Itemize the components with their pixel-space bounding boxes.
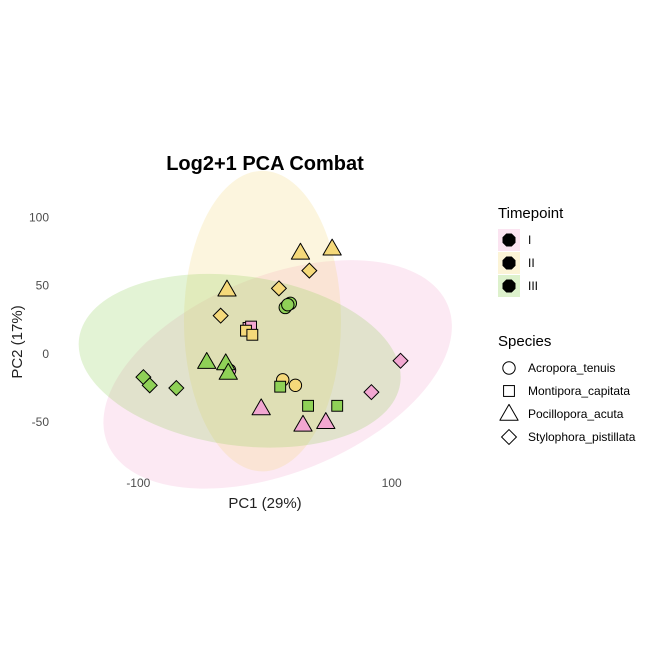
legend-key-I <box>502 233 516 247</box>
legend-label-I: I <box>528 233 531 247</box>
legend-shape-triangle-icon <box>499 403 519 421</box>
data-point-17 <box>197 351 217 369</box>
legend-label-species: Acropora_tenuis <box>528 361 615 375</box>
data-point-22 <box>316 412 336 429</box>
x-tick-label: 100 <box>382 476 402 490</box>
data-point-19 <box>218 362 238 380</box>
legend-label-II: II <box>528 256 535 270</box>
legend-label-III: III <box>528 279 538 293</box>
data-point-16 <box>217 279 237 297</box>
data-point-21 <box>293 414 313 432</box>
x-axis-ticks: -100 100 <box>126 476 402 490</box>
data-point-28 <box>168 379 185 397</box>
data-point-4 <box>281 298 295 312</box>
legend-key-II <box>502 256 516 270</box>
y-tick-label: -50 <box>32 415 50 429</box>
points-layer <box>135 238 409 432</box>
legend-label-species: Montipora_capitata <box>528 384 630 398</box>
data-point-12 <box>302 399 314 412</box>
data-point-24 <box>301 262 318 279</box>
legend-shape-diamond-icon <box>500 428 518 446</box>
data-point-13 <box>331 399 344 412</box>
species-legend: Species Acropora_tenuis Montipora_capitat… <box>498 333 636 446</box>
timepoint-legend-title: Timepoint <box>498 205 564 222</box>
data-point-25 <box>212 307 229 324</box>
legend-label-species: Pocillopora_acuta <box>528 407 624 421</box>
y-axis-title: PC2 (17%) <box>9 305 26 378</box>
legend-shape-circle-icon <box>502 361 516 375</box>
legend-label-species: Stylophora_pistillata <box>528 430 636 444</box>
y-tick-label: 50 <box>36 279 50 293</box>
data-point-14 <box>290 242 311 260</box>
data-point-15 <box>322 238 342 256</box>
x-axis-title: PC1 (29%) <box>228 495 301 512</box>
x-tick-label: -100 <box>126 476 150 490</box>
data-point-20 <box>251 398 271 416</box>
data-point-23 <box>270 280 288 297</box>
data-point-10 <box>246 328 259 341</box>
data-point-6 <box>288 378 303 393</box>
data-point-29 <box>363 383 380 401</box>
y-tick-label: 100 <box>29 210 49 224</box>
legend-key-III <box>502 279 516 293</box>
y-axis-ticks: -50 0 50 100 <box>29 210 49 429</box>
ellipse-timepoint-III <box>78 273 401 448</box>
y-tick-label: 0 <box>42 347 49 361</box>
species-legend-title: Species <box>498 333 551 350</box>
ellipse-timepoint-I <box>103 260 452 489</box>
chart-title: Log2+1 PCA Combat <box>166 153 364 175</box>
data-point-30 <box>392 352 409 369</box>
data-point-27 <box>141 377 158 394</box>
legend-shape-square-icon <box>503 385 515 397</box>
data-point-11 <box>274 380 287 393</box>
